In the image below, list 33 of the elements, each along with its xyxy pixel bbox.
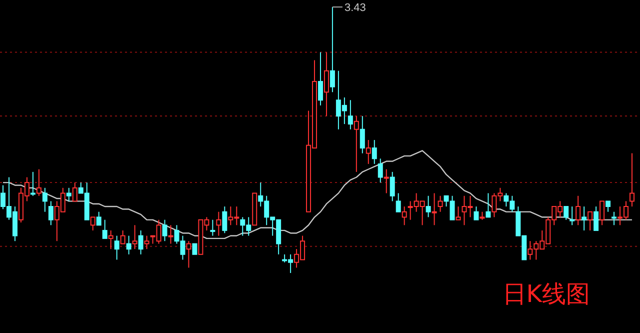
candlestick [462, 195, 467, 226]
title: 日K线图 [502, 280, 590, 308]
candlestick [582, 206, 587, 231]
annotation: 3.43 [344, 2, 366, 14]
candlestick [354, 116, 359, 172]
candlestick [138, 230, 144, 255]
candlestick [108, 230, 114, 250]
candlestick [630, 152, 634, 207]
candlestick [378, 158, 383, 184]
candlestick [258, 182, 264, 207]
candlestick [348, 100, 353, 130]
candlestick [240, 216, 246, 236]
candlestick [54, 200, 60, 242]
candlestick [372, 140, 377, 164]
candlestick [414, 192, 419, 212]
candlestick [366, 140, 371, 164]
candlestick [360, 116, 365, 154]
candlestick [624, 200, 629, 220]
candlestick [342, 96, 347, 125]
candlestick [432, 192, 437, 226]
candlestick [402, 206, 407, 226]
candlestick [204, 216, 210, 231]
candlestick [6, 176, 12, 220]
candlestick [36, 168, 42, 196]
candlestick [246, 216, 252, 236]
candlestick [318, 52, 323, 106]
candlestick [468, 195, 473, 218]
candlestick [408, 200, 413, 220]
candlestick [504, 192, 509, 207]
candlestick [216, 211, 222, 236]
candlestick [132, 224, 138, 250]
candlestick [336, 70, 341, 130]
candlestick [324, 52, 329, 117]
